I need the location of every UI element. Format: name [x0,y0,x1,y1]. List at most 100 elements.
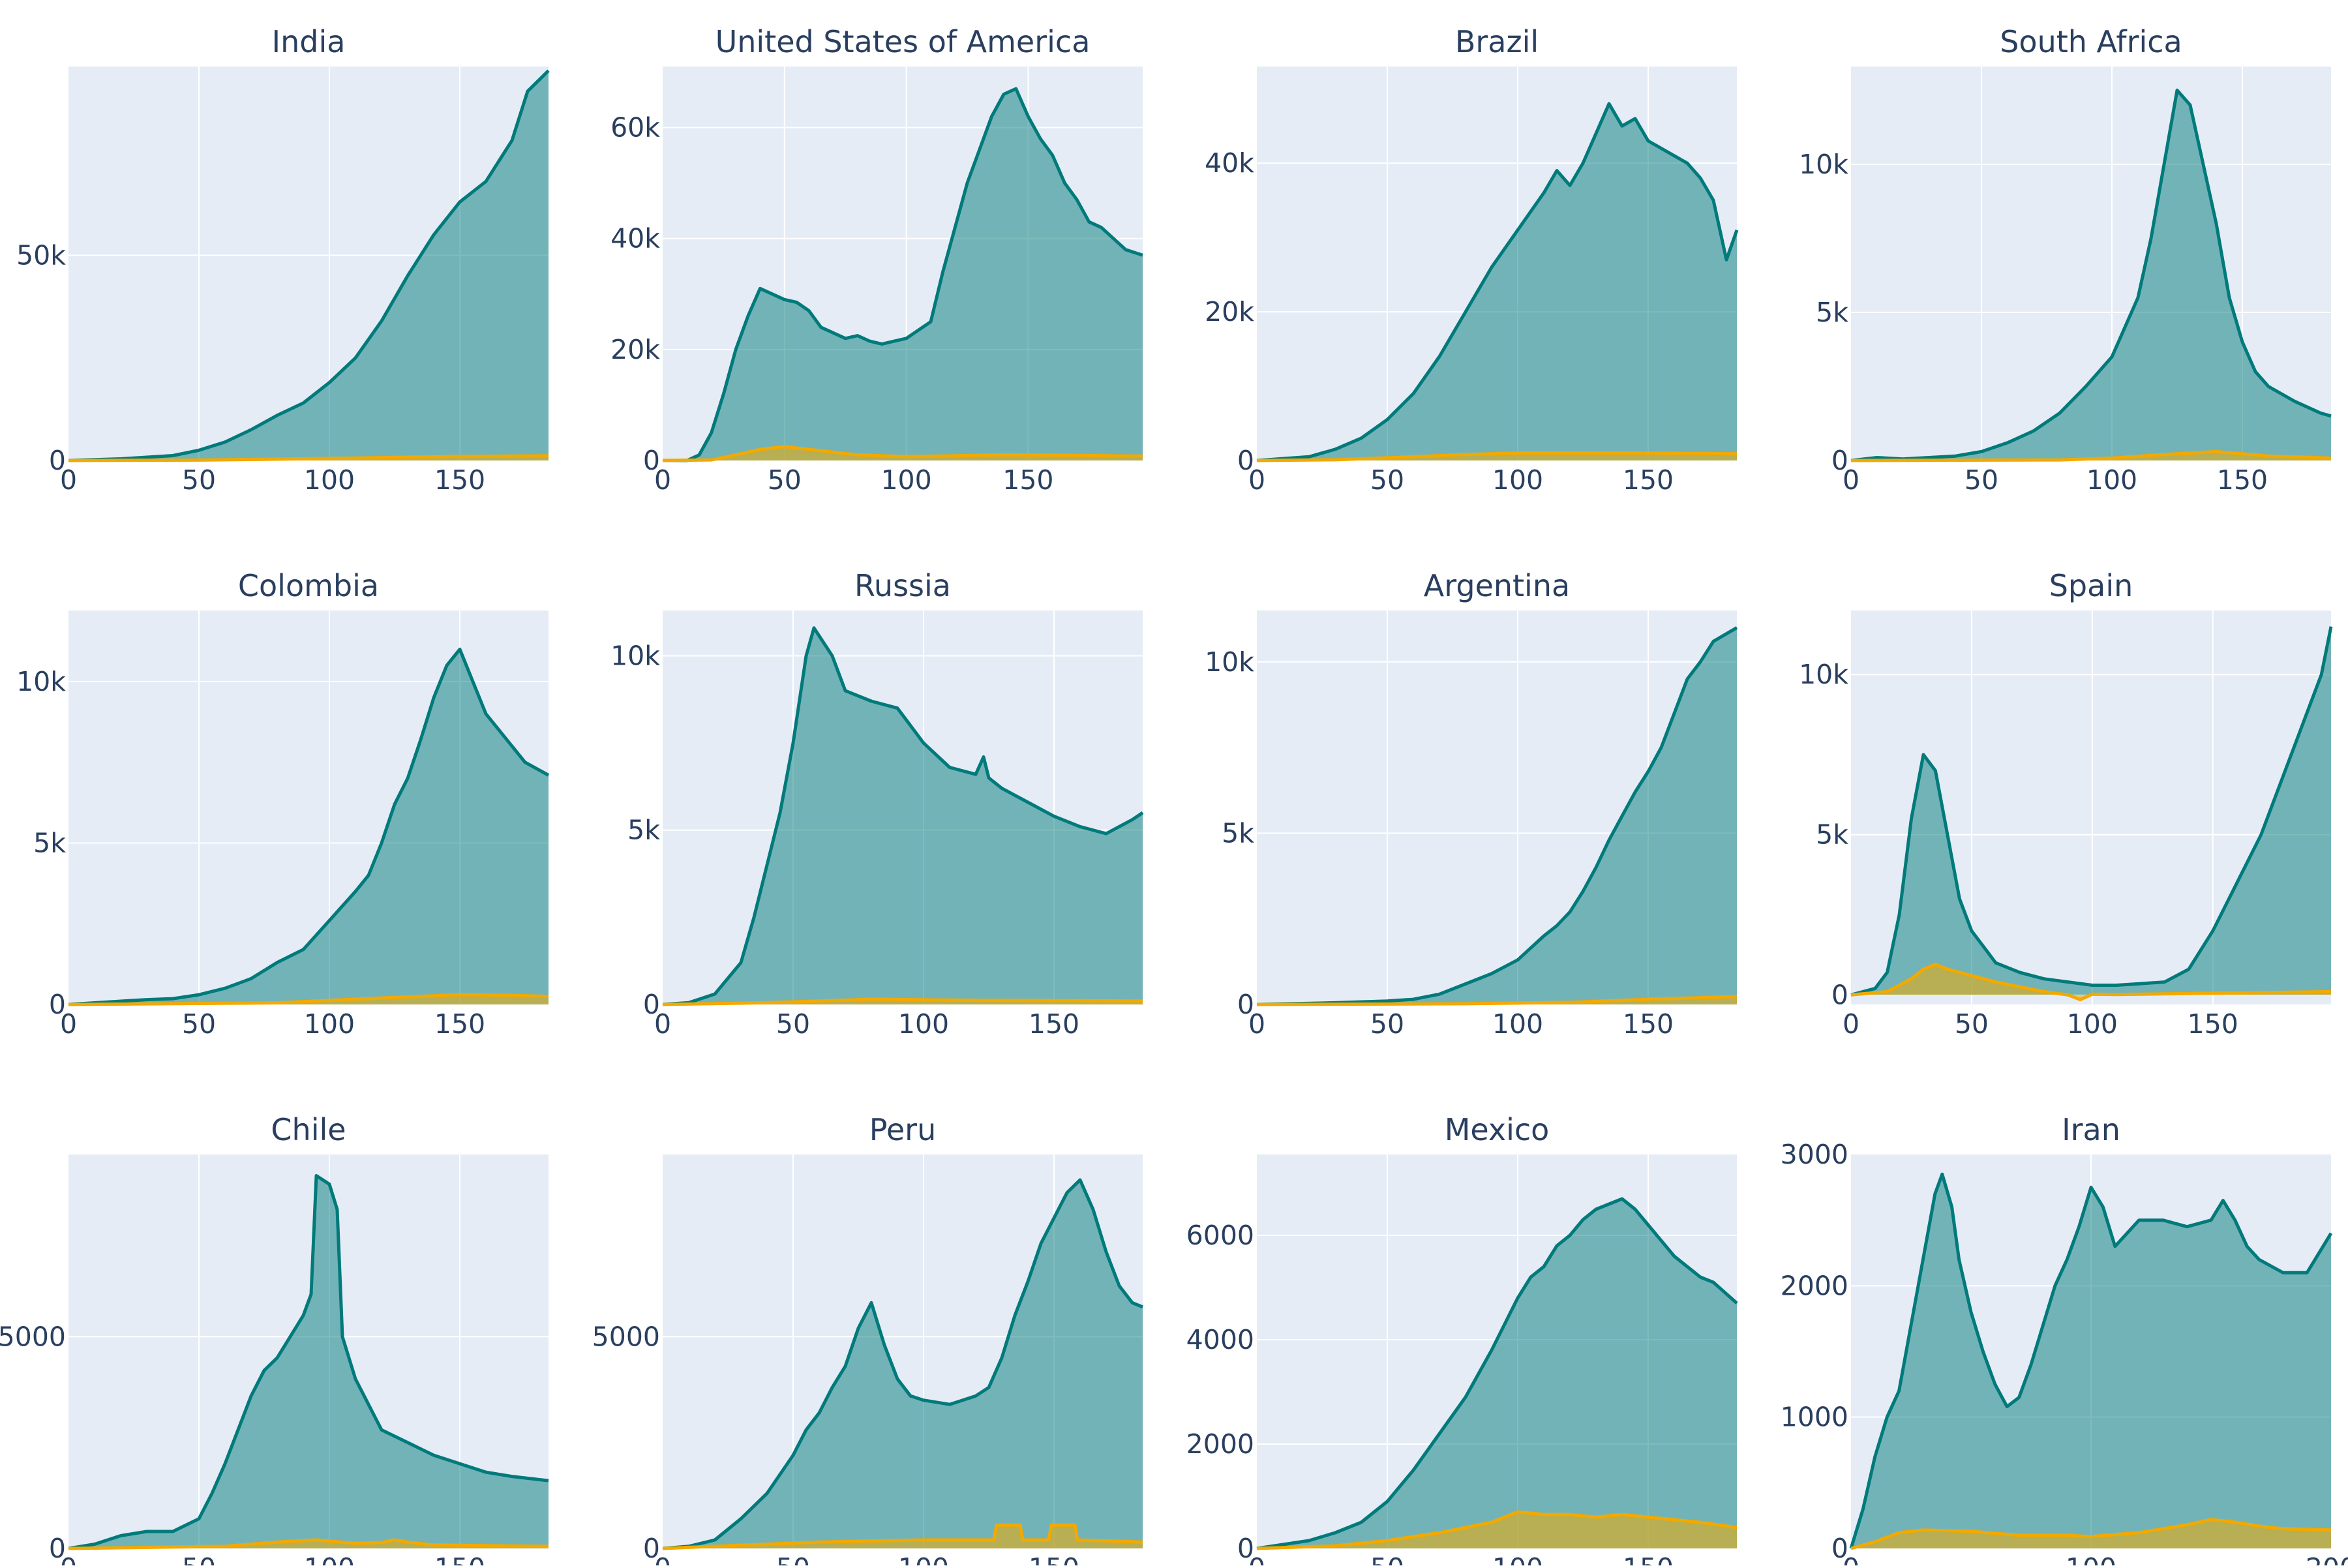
subplot-title: Brazil [1455,24,1539,59]
subplot-peru: 05010015005000Peru [592,1112,1143,1568]
cases-area-colombia [68,649,549,1004]
y-tick-label: 20k [610,334,660,365]
subplot-title: Argentina [1424,568,1570,603]
deaths-area-iran [1851,1519,2331,1548]
y-tick-label: 60k [610,112,660,143]
x-tick-label: 50 [768,464,802,496]
cases-line-russia [662,626,1144,1006]
y-tick-label: 40k [1205,147,1254,179]
x-tick-label: 200 [2306,1552,2348,1565]
subplot-title: South Africa [2000,24,2182,59]
subplot-colombia: 0 50 100 150 0 5k 10k Colombia [16,568,550,1040]
x-tick-label: 150 [2188,1008,2238,1040]
deaths-area-south-africa [1851,451,2331,460]
cases-area-united-states-of-america [663,89,1143,460]
x-tick-label: 100 [898,1008,949,1040]
subplot-title: Peru [869,1112,936,1147]
y-tick-label: 0 [1831,979,1848,1010]
x-tick-label: 150 [1029,1008,1079,1040]
deaths-line-spain [1850,963,2332,1002]
cases-area-argentina [1257,627,1737,1004]
x-tick-label: 0 [60,464,77,496]
subplot-title: Iran [2062,1112,2120,1147]
y-tick-label: 0 [49,1533,66,1564]
y-tick-label: 10k [16,666,66,697]
subplot-title: Spain [2049,568,2133,603]
subplot-title: United States of America [715,24,1091,59]
y-tick-label: 10k [1799,659,1848,690]
y-tick-label: 0 [643,989,660,1020]
y-tick-label: 5k [1816,819,1848,851]
x-tick-label: 0 [1248,1008,1265,1040]
x-tick-label: 50 [182,1552,216,1565]
y-tick-label: 10k [1205,646,1254,678]
x-tick-label: 150 [434,1552,485,1565]
deaths-line-colombia [68,993,549,1006]
x-tick-label: 100 [1492,1008,1543,1040]
cases-line-brazil [1256,102,1739,462]
y-tick-label: 2000 [1781,1270,1848,1301]
cases-area-india [68,70,549,461]
cases-line-south-africa [1850,88,2332,462]
x-tick-label: 150 [434,1008,485,1040]
cases-area-chile [68,1175,549,1548]
deaths-line-chile [68,1538,549,1550]
x-tick-label: 100 [2067,1008,2118,1040]
y-tick-label: 5k [33,827,66,858]
subplot-title: Russia [854,568,951,603]
x-tick-label: 100 [898,1552,949,1565]
x-tick-label: 0 [1843,464,1859,496]
x-tick-label: 50 [1370,1008,1404,1040]
subplot-iran: 01002000100020003000Iran [1781,1112,2348,1568]
deaths-area-spain [1851,964,2331,1000]
cases-line-peru [662,1178,1143,1550]
x-tick-label: 150 [1623,1552,1674,1565]
subplot-mexico: 0501001500200040006000Mexico [1186,1112,1738,1568]
x-tick-label: 150 [1623,1008,1674,1040]
x-tick-label: 150 [1002,464,1053,496]
x-tick-label: 50 [776,1008,810,1040]
deaths-line-united-states-of-america [662,445,1143,462]
subplot-spain: 0 50 100 150 0 5k 10k Spain [1799,568,2333,1040]
x-tick-label: 150 [434,464,485,496]
deaths-line-peru [662,1523,1143,1550]
y-tick-label: 10k [1799,149,1848,180]
subplot-argentina: 0 50 100 150 0 5k 10k Argentina [1205,568,1738,1040]
y-tick-label: 0 [49,989,66,1020]
deaths-line-russia [662,997,1143,1006]
y-tick-label: 0 [1237,1533,1254,1564]
y-tick-label: 6000 [1186,1220,1254,1251]
y-tick-label: 0 [1237,989,1254,1020]
x-tick-label: 0 [60,1008,77,1040]
x-tick-label: 100 [2086,464,2137,496]
x-tick-label: 0 [654,1008,671,1040]
x-tick-label: 100 [304,1008,355,1040]
subplot-russia: 0 50 100 150 0 5k 10k Russia [610,568,1144,1040]
deaths-line-india [68,454,549,462]
y-tick-label: 5000 [592,1321,660,1352]
x-tick-label: 50 [1370,464,1404,496]
y-tick-label: 5k [1222,817,1254,849]
cases-line-united-states-of-america [663,87,1143,462]
y-tick-label: 20k [1205,296,1254,327]
deaths-line-argentina [1256,995,1738,1006]
x-tick-label: 0 [1843,1008,1859,1040]
x-tick-label: 50 [1370,1552,1404,1565]
x-tick-label: 100 [1492,1552,1543,1565]
cases-area-spain [1851,626,2331,995]
cases-area-brazil [1257,104,1737,460]
y-tick-label: 4000 [1186,1324,1254,1355]
subplot-title: Colombia [238,568,379,603]
x-tick-label: 50 [1955,1008,1989,1040]
cases-area-south-africa [1851,90,2331,461]
subplot-chile: 05010015005000Chile [0,1112,549,1568]
y-tick-label: 2000 [1186,1428,1254,1460]
x-tick-label: 100 [2066,1552,2116,1565]
y-tick-label: 0 [643,1533,660,1564]
y-tick-label: 0 [1237,445,1254,476]
x-tick-label: 100 [304,464,355,496]
y-tick-label: 0 [1831,1533,1848,1564]
deaths-area-argentina [1257,996,1737,1004]
